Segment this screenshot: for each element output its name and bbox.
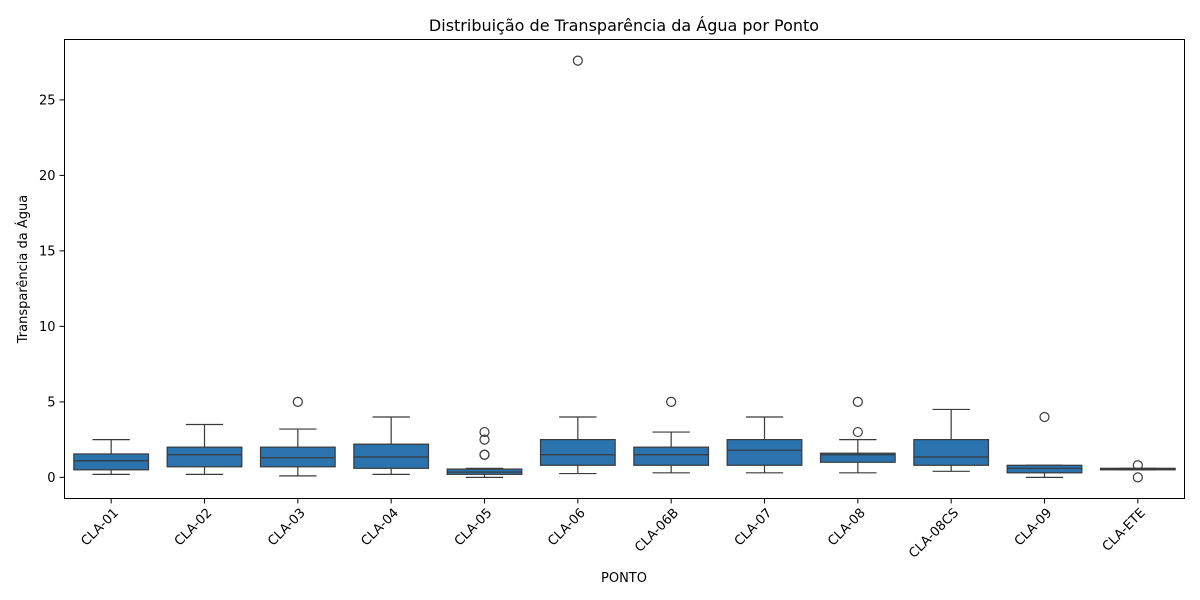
outlier-point	[666, 396, 677, 407]
x-tick-label: CLA-02	[172, 506, 215, 549]
outlier-point	[292, 396, 303, 407]
outlier-point	[479, 426, 490, 438]
plot-frame	[64, 39, 1185, 499]
outlier-point	[852, 426, 863, 438]
x-tick-label: CLA-03	[265, 506, 308, 549]
y-tick-label: 15	[39, 244, 56, 259]
outlier-point	[572, 55, 583, 66]
outlier-point	[1132, 460, 1143, 471]
x-axis: CLA-01 CLA-02 CLA-03 CLA-04 CLA-05 CLA-06 CLA-…	[79, 498, 1149, 562]
y-axis-label: Transparência da Água	[15, 195, 31, 344]
x-tick-label: CLA-ETE	[1100, 506, 1149, 555]
box	[633, 446, 710, 466]
box	[726, 439, 803, 466]
box	[353, 443, 430, 469]
x-tick-label: CLA-08	[825, 506, 868, 549]
box-group-cla-05	[446, 426, 523, 478]
y-tick-label: 10	[39, 320, 56, 335]
box	[913, 439, 990, 466]
y-tick-label: 25	[39, 93, 56, 108]
y-tick-label: 0	[47, 471, 55, 486]
box	[1006, 464, 1083, 474]
box-group-cla-08cs	[913, 408, 990, 472]
box	[73, 453, 150, 471]
y-tick-label: 5	[47, 395, 55, 410]
box	[539, 439, 616, 466]
x-tick-label: CLA-07	[732, 506, 775, 549]
x-tick-label: CLA-08CS	[906, 506, 962, 562]
box	[166, 446, 243, 468]
box-group-cla-08	[819, 396, 896, 474]
box-group-cla-07	[726, 416, 803, 474]
outlier-point	[479, 449, 490, 460]
y-axis: 0 5 10 15 20 25	[39, 93, 65, 486]
x-tick-label: CLA-06	[545, 506, 588, 549]
box	[819, 452, 896, 463]
x-tick-label: CLA-09	[1012, 506, 1055, 549]
x-tick-label: CLA-01	[79, 506, 122, 549]
box-group-cla-06b	[633, 396, 710, 474]
x-tick-label: CLA-05	[452, 506, 495, 549]
x-tick-label: CLA-04	[359, 506, 402, 549]
box-group-cla-ete	[1099, 460, 1176, 483]
box	[259, 446, 336, 468]
box-group-cla-03	[259, 396, 336, 477]
x-axis-label: PONTO	[601, 571, 647, 586]
box-group-cla-02	[166, 423, 243, 475]
box-group-cla-06	[539, 55, 616, 475]
plot-area	[73, 55, 1176, 483]
outlier-point	[1039, 411, 1050, 423]
box-group-cla-04	[353, 416, 430, 475]
box-group-cla-09	[1006, 411, 1083, 478]
outlier-point	[479, 434, 490, 445]
y-tick-label: 20	[39, 169, 56, 184]
box-group-cla-01	[73, 439, 150, 475]
x-tick-label: CLA-06B	[632, 506, 682, 556]
outlier-point	[852, 396, 863, 407]
chart-title: Distribuição de Transparência da Água po…	[429, 16, 819, 35]
outlier-point	[1132, 472, 1143, 483]
